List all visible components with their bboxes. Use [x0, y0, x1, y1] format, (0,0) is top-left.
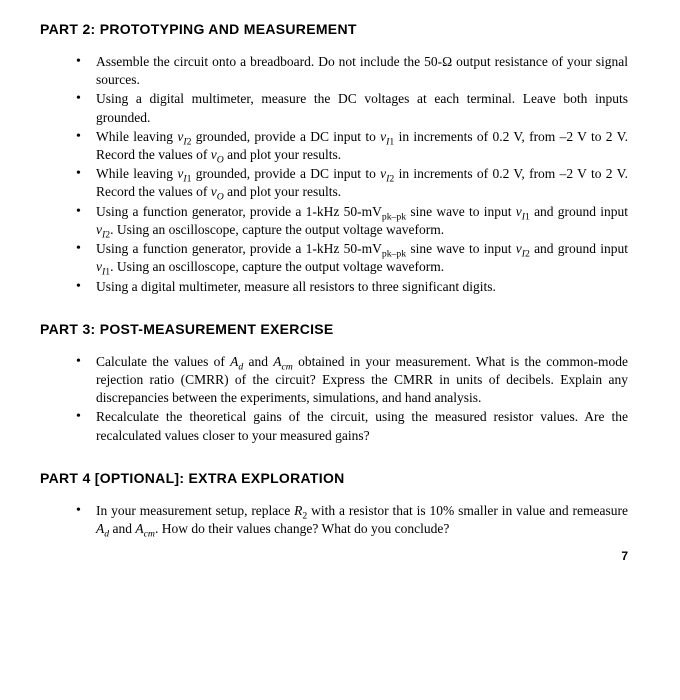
list-item: While leaving vI2 grounded, provide a DC… — [96, 128, 640, 164]
list-item: Calculate the values of Ad and Acm obtai… — [96, 353, 640, 408]
list-item: In your measurement setup, replace R2 wi… — [96, 502, 640, 538]
part3-list: Calculate the values of Ad and Acm obtai… — [40, 353, 640, 445]
part2-list: Assemble the circuit onto a breadboard. … — [40, 53, 640, 296]
part3-heading: PART 3: POST-MEASUREMENT EXERCISE — [40, 320, 640, 339]
part2-heading: PART 2: PROTOTYPING AND MEASUREMENT — [40, 20, 640, 39]
list-item: Using a function generator, provide a 1-… — [96, 240, 640, 276]
list-item: Using a digital multimeter, measure the … — [96, 90, 640, 126]
part4-list: In your measurement setup, replace R2 wi… — [40, 502, 640, 538]
list-item: Recalculate the theoretical gains of the… — [96, 408, 640, 444]
list-item: Using a function generator, provide a 1-… — [96, 203, 640, 239]
list-item: While leaving vI1 grounded, provide a DC… — [96, 165, 640, 201]
list-item: Assemble the circuit onto a breadboard. … — [96, 53, 640, 89]
part4-heading: PART 4 [OPTIONAL]: EXTRA EXPLORATION — [40, 469, 640, 488]
page-number: 7 — [40, 548, 640, 564]
list-item: Using a digital multimeter, measure all … — [96, 278, 640, 296]
